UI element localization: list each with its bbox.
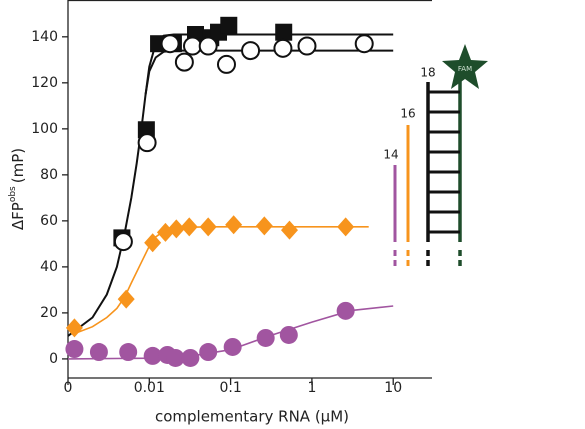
data-point — [241, 41, 261, 61]
data-point — [280, 220, 298, 240]
y-tick-label: 20 — [40, 305, 58, 321]
data-point — [119, 343, 138, 362]
x-tick-label: 0.01 — [134, 380, 165, 396]
y-label-sup: obs — [8, 186, 18, 202]
data-point — [336, 301, 355, 320]
fam-star — [442, 44, 488, 89]
data-point — [113, 232, 133, 252]
data-point — [167, 219, 185, 239]
data-point — [225, 215, 243, 235]
y-tick-label: 80 — [40, 167, 58, 183]
data-point — [199, 217, 217, 237]
data-point — [220, 16, 238, 34]
data-point — [256, 328, 275, 347]
data-point — [117, 289, 135, 309]
data-point — [354, 34, 374, 54]
y-tick-label: 60 — [40, 213, 58, 229]
length-label: 14 — [383, 148, 398, 162]
data-point — [137, 133, 157, 153]
data-point — [337, 217, 355, 237]
y-label-unit: (mP) — [9, 148, 27, 183]
data-point — [198, 36, 218, 56]
y-label-main: ΔFP — [9, 202, 27, 230]
x-axis-label: complementary RNA (µM) — [155, 408, 349, 426]
data-point — [199, 343, 218, 362]
data-point — [143, 346, 162, 365]
fam-label: FAM — [458, 65, 472, 73]
duplex-diagram: FAM 14 16 18 — [383, 44, 488, 270]
y-tick-label: 140 — [31, 29, 58, 45]
data-point — [183, 36, 203, 56]
y-tick-label: 100 — [31, 121, 58, 137]
data-point — [275, 23, 293, 41]
data-point — [65, 318, 83, 338]
rungs — [428, 90, 460, 234]
x-tick-label: 0.1 — [219, 380, 241, 396]
data-point — [180, 217, 198, 237]
length-label: 18 — [420, 66, 435, 80]
data-point — [255, 216, 273, 236]
length-label: 16 — [400, 107, 415, 121]
y-tick-label: 120 — [31, 75, 58, 91]
x-tick-label: 0 — [64, 380, 73, 396]
y-tick-label: 0 — [49, 351, 58, 367]
data-point — [174, 52, 194, 72]
data-point — [160, 34, 180, 54]
data-point — [89, 343, 108, 362]
data-point — [223, 337, 242, 356]
data-point — [65, 340, 84, 359]
x-tick-label: 1 — [307, 380, 316, 396]
data-point — [297, 36, 317, 56]
y-tick-label: 40 — [40, 259, 58, 275]
data-point — [216, 54, 236, 74]
data-point — [144, 233, 162, 253]
data-point — [273, 38, 293, 58]
fit-curve — [67, 33, 394, 337]
data-point — [166, 348, 185, 367]
data-point — [181, 348, 200, 367]
data-point — [279, 325, 298, 344]
y-axis-label: ΔFPobs (mP) — [8, 148, 27, 230]
x-tick-label: 10 — [384, 380, 402, 396]
